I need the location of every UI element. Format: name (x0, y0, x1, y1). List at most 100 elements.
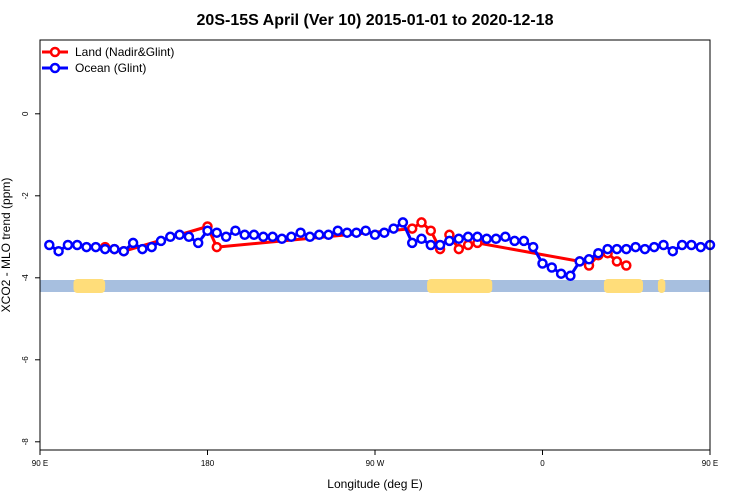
ocean-point (667, 245, 679, 257)
ocean-point (220, 231, 232, 243)
ocean-point (509, 235, 520, 247)
ocean-point (44, 239, 55, 251)
y-tick-label: -8 (21, 438, 30, 446)
land-point (611, 256, 623, 267)
ocean-point (462, 231, 474, 243)
ocean-point (676, 239, 688, 251)
ocean-point (406, 237, 418, 249)
ocean-point (416, 233, 427, 245)
ocean-point (267, 231, 278, 243)
x-tick-label: 180 (201, 459, 215, 468)
ocean-point (639, 243, 651, 255)
ocean-point (323, 229, 334, 241)
y-tick-label: 0 (21, 111, 30, 116)
ocean-point (695, 241, 706, 253)
ocean-point (546, 262, 558, 273)
x-axis-label: Longitude (deg E) (327, 477, 422, 491)
y-axis-label: XCO2 - MLO trend (ppm) (0, 178, 13, 313)
ocean-point (146, 241, 157, 253)
ocean-point (565, 270, 576, 282)
ocean-point (621, 243, 632, 255)
legend-ocean-label: Ocean (Glint) (75, 61, 146, 75)
ocean-point (276, 233, 288, 245)
land-point (462, 239, 474, 251)
ocean-point (425, 239, 437, 251)
land-point (453, 243, 465, 255)
ocean-point (490, 233, 502, 245)
ocean-point (369, 229, 381, 241)
ocean-point (602, 243, 613, 255)
ocean-point (137, 243, 148, 255)
ocean-point (555, 268, 567, 279)
ocean-point (71, 239, 83, 251)
ocean-point (630, 241, 641, 253)
ocean-point (127, 237, 139, 249)
ocean-point (537, 258, 548, 269)
land-point (211, 241, 223, 253)
legend-land-marker (49, 46, 61, 58)
ocean-point (286, 231, 297, 243)
legend: Land (Nadir&Glint) Ocean (Glint) (42, 45, 174, 75)
x-tick-label: 90 W (366, 459, 385, 468)
ocean-point (332, 225, 344, 236)
ocean-point (472, 231, 483, 243)
land-point (416, 217, 427, 228)
ocean-point (583, 254, 595, 265)
ocean-point (62, 239, 74, 251)
legend-ocean-marker (49, 62, 61, 74)
ocean-point (239, 229, 250, 241)
ocean-point (574, 256, 585, 267)
land-point (621, 260, 632, 271)
ocean-point (648, 241, 660, 253)
ocean-point (453, 233, 465, 245)
ocean-point (611, 243, 623, 255)
ocean-point (53, 245, 64, 257)
ocean-point (397, 217, 409, 228)
x-tick-label: 90 E (702, 459, 718, 468)
ocean-point (444, 235, 455, 247)
ocean-band (40, 280, 710, 292)
ocean-point (434, 239, 446, 251)
surface-band (40, 279, 710, 293)
ocean-point (658, 239, 669, 251)
x-tick-label: 90 E (32, 459, 48, 468)
ocean-point (500, 231, 511, 243)
ocean-point (341, 227, 353, 238)
land-patch (73, 279, 106, 293)
ocean-point (295, 227, 306, 238)
axes: 90 E 180 90 W 0 90 E 0 -2 -4 -6 -8 (21, 111, 718, 468)
land-patch (603, 279, 643, 293)
ocean-point (313, 229, 325, 241)
ocean-point (481, 233, 492, 245)
y-tick-label: -2 (21, 192, 30, 200)
land-patch (427, 279, 493, 293)
ocean-point (518, 235, 530, 247)
land-patch (657, 279, 666, 293)
ocean-point (90, 241, 102, 253)
ocean-point (165, 231, 176, 243)
ocean-point (248, 229, 260, 241)
ocean-point (211, 227, 223, 238)
ocean-point (155, 235, 167, 247)
ocean-point (99, 243, 111, 255)
y-tick-label: -6 (21, 356, 30, 364)
ocean-point (230, 225, 241, 236)
ocean-point (109, 243, 120, 255)
ocean-point (351, 227, 362, 238)
land-point (425, 225, 437, 236)
legend-land-label: Land (Nadir&Glint) (75, 45, 174, 59)
land-point (406, 223, 418, 234)
ocean-point (183, 231, 195, 243)
ocean-point (174, 229, 185, 241)
ocean-point (81, 241, 92, 253)
ocean-point (258, 231, 269, 243)
ocean-point (379, 227, 390, 238)
ocean-point (118, 245, 130, 257)
ocean-point (593, 247, 604, 259)
series-layer (44, 217, 716, 282)
plot-frame (39, 39, 711, 451)
chart-title: 20S-15S April (Ver 10) 2015-01-01 to 202… (197, 12, 554, 29)
ocean-point (388, 223, 399, 234)
ocean-point (192, 237, 204, 249)
